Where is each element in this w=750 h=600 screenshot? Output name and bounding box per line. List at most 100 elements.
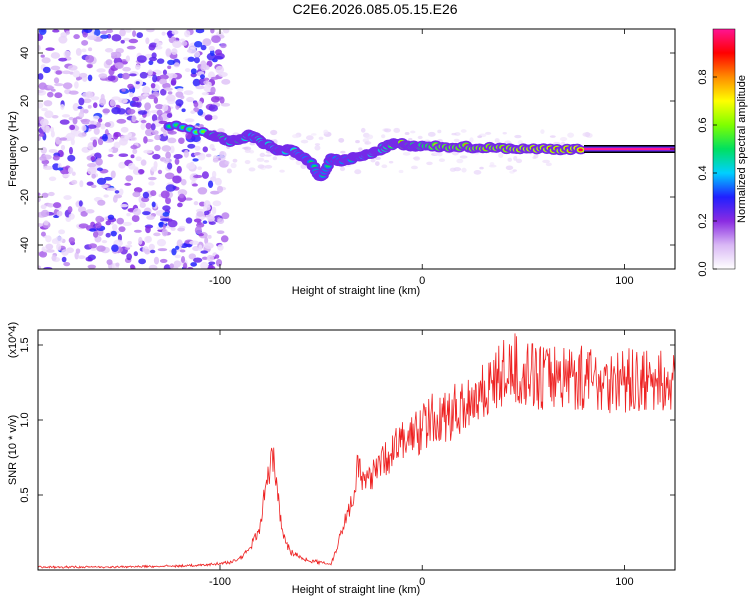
noise-blob <box>221 212 230 220</box>
noise-blob <box>45 243 54 250</box>
noise-blob <box>151 201 156 208</box>
noise-blob <box>75 77 81 81</box>
noise-blob <box>42 124 50 133</box>
noise-blob <box>127 240 133 245</box>
halo-blob <box>454 132 461 136</box>
noise-blob <box>96 68 106 73</box>
halo-blob <box>410 165 418 170</box>
noise-blob <box>143 149 153 154</box>
halo-blob <box>477 135 482 139</box>
noise-blob <box>133 251 138 257</box>
noise-blob <box>200 63 207 72</box>
noise-blob <box>45 47 55 51</box>
signal-core <box>578 148 583 152</box>
halo-blob <box>243 146 252 151</box>
noise-blob <box>55 136 62 145</box>
noise-blob <box>121 88 126 92</box>
noise-blob <box>150 82 156 89</box>
noise-blob <box>38 223 44 227</box>
noise-blob <box>214 177 222 186</box>
noise-blob <box>79 72 88 78</box>
noise-blob <box>43 100 53 107</box>
noise-blob <box>136 32 144 39</box>
noise-blob <box>102 108 111 114</box>
halo-blob <box>393 127 401 133</box>
noise-blob <box>184 68 191 73</box>
noise-blob <box>95 215 104 223</box>
noise-blob <box>183 90 194 96</box>
halo-blob <box>211 148 216 151</box>
noise-blob <box>197 166 203 171</box>
noise-blob <box>152 130 159 135</box>
noise-blob <box>111 34 122 42</box>
signal-core <box>173 123 179 127</box>
halo-blob <box>381 164 388 169</box>
noise-blob <box>62 82 73 90</box>
noise-blob <box>85 209 95 214</box>
noise-blob <box>163 264 171 269</box>
noise-blob <box>90 120 95 125</box>
noise-blob <box>43 220 49 226</box>
noise-blob <box>133 187 143 193</box>
noise-blob <box>115 262 120 267</box>
noise-blob <box>113 131 121 138</box>
noise-blob <box>165 48 172 57</box>
noise-blob <box>99 97 107 106</box>
noise-blob <box>111 224 118 231</box>
noise-blob <box>210 86 216 94</box>
halo-blob <box>404 131 410 135</box>
noise-blob <box>85 54 95 63</box>
noise-blob <box>122 221 132 226</box>
noise-blob <box>204 236 209 245</box>
noise-blob <box>193 174 203 179</box>
halo-blob <box>314 143 321 146</box>
noise-blob <box>60 144 66 151</box>
noise-blob <box>50 130 55 138</box>
noise-blob <box>214 55 223 60</box>
noise-blob <box>204 114 213 121</box>
x-tick-label: -100 <box>209 275 231 287</box>
noise-blob <box>187 143 196 149</box>
noise-blob <box>176 165 182 174</box>
noise-blob <box>209 49 215 57</box>
noise-blob <box>210 76 219 80</box>
noise-blob <box>132 191 141 198</box>
noise-blob <box>215 65 225 74</box>
halo-blob <box>364 141 369 145</box>
spectrogram-y-axis-label: Frequency (Hz) <box>7 111 19 187</box>
noise-blob <box>40 204 47 210</box>
noise-blob <box>82 98 92 104</box>
noise-blob <box>38 102 44 109</box>
noise-blob <box>187 56 195 62</box>
halo-blob <box>344 164 352 168</box>
noise-blob <box>200 261 209 269</box>
halo-blob <box>515 158 523 164</box>
noise-blob <box>148 243 155 251</box>
noise-blob <box>148 181 155 186</box>
noise-blob <box>195 85 205 90</box>
noise-blob <box>217 244 224 251</box>
noise-blob <box>159 78 167 85</box>
noise-blob <box>68 90 79 95</box>
noise-blob <box>170 226 176 231</box>
noise-blob <box>146 215 155 220</box>
noise-blob <box>47 203 54 208</box>
noise-blob <box>98 73 108 79</box>
noise-blob <box>162 130 168 137</box>
noise-blob <box>58 57 68 62</box>
halo-blob <box>257 164 265 169</box>
halo-blob <box>230 162 237 169</box>
noise-blob <box>81 39 89 46</box>
noise-blob <box>38 44 41 52</box>
noise-blob <box>208 221 216 225</box>
noise-blob <box>177 227 185 232</box>
noise-blob <box>39 156 47 161</box>
noise-blob <box>68 213 75 220</box>
noise-blob <box>136 55 147 63</box>
halo-blob <box>469 137 474 143</box>
noise-blob <box>59 119 70 125</box>
noise-blob <box>119 29 126 37</box>
noise-blob <box>190 72 197 78</box>
halo-blob <box>340 150 346 154</box>
noise-blob <box>190 68 197 75</box>
